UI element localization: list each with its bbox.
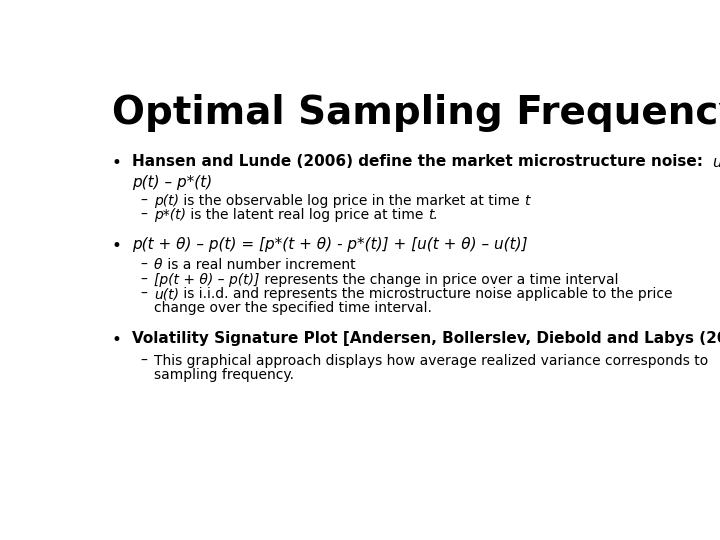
Text: Volatility Signature Plot [Andersen, Bollerslev, Diebold and Labys (2000)]: Volatility Signature Plot [Andersen, Bol…	[132, 331, 720, 346]
Text: [p(t + θ) – p(t)]: [p(t + θ) – p(t)]	[154, 273, 259, 287]
Text: •: •	[111, 238, 121, 255]
Text: p*(t): p*(t)	[154, 208, 186, 222]
Text: p(t): p(t)	[154, 194, 179, 208]
Text: is the latent real log price at time: is the latent real log price at time	[186, 208, 428, 222]
Text: p(t + θ) – p(t) = [p*(t + θ) - p*(t)] + [u(t + θ) – u(t)]: p(t + θ) – p(t) = [p*(t + θ) - p*(t)] + …	[132, 238, 528, 252]
Text: •: •	[111, 331, 121, 349]
Text: θ: θ	[154, 258, 163, 272]
Text: –: –	[140, 287, 147, 301]
Text: Hansen and Lunde (2006) define the market microstructure noise:: Hansen and Lunde (2006) define the marke…	[132, 154, 714, 169]
Text: sampling frequency.: sampling frequency.	[154, 368, 294, 381]
Text: –: –	[140, 273, 147, 287]
Text: is the observable log price in the market at time: is the observable log price in the marke…	[179, 194, 524, 208]
Text: is a real number increment: is a real number increment	[163, 258, 355, 272]
Text: •: •	[111, 154, 121, 172]
Text: u(t): u(t)	[154, 287, 179, 301]
Text: t: t	[524, 194, 530, 208]
Text: This graphical approach displays how average realized variance corresponds to: This graphical approach displays how ave…	[154, 354, 708, 368]
Text: –: –	[140, 208, 147, 222]
Text: –: –	[140, 258, 147, 272]
Text: Optimal Sampling Frequency: Optimal Sampling Frequency	[112, 94, 720, 132]
Text: p(t) – p*(t): p(t) – p*(t)	[132, 175, 212, 190]
Text: change over the specified time interval.: change over the specified time interval.	[154, 301, 432, 315]
Text: –: –	[140, 354, 147, 368]
Text: u(t) =: u(t) =	[714, 154, 720, 169]
Text: is i.i.d. and represents the microstructure noise applicable to the price: is i.i.d. and represents the microstruct…	[179, 287, 672, 301]
Text: t.: t.	[428, 208, 438, 222]
Text: –: –	[140, 194, 147, 208]
Text: represents the change in price over a time interval: represents the change in price over a ti…	[259, 273, 618, 287]
